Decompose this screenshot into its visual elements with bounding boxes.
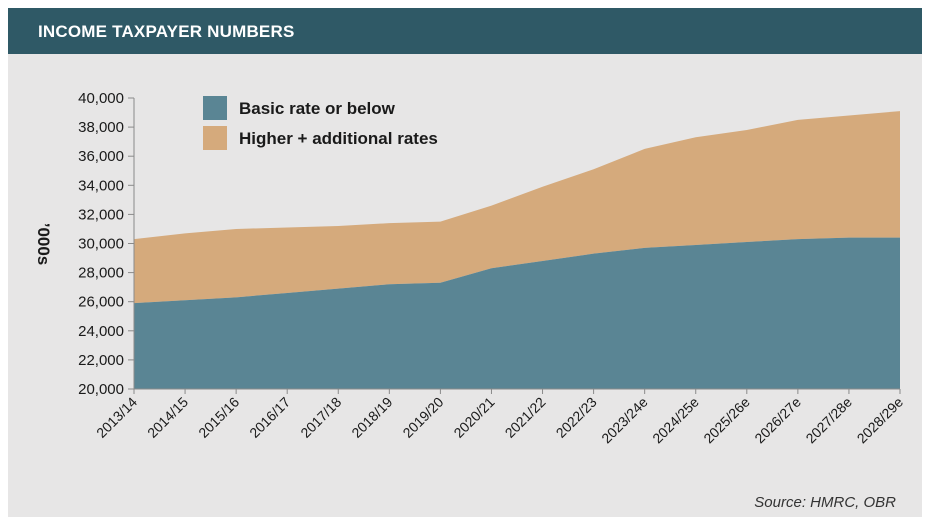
x-tick-label: 2026/27e [751, 394, 804, 447]
y-tick-label: 26,000 [78, 294, 124, 311]
chart-header: INCOME TAXPAYER NUMBERS [8, 8, 922, 54]
area-chart: 20,000 22,000 24,000 26,000 28,000 30,000 32,0… [34, 90, 907, 447]
x-tick-label: 2019/20 [399, 394, 446, 441]
y-tick-label: 32,000 [78, 206, 124, 223]
legend-swatch-basic [203, 96, 227, 120]
y-tick-label: 22,000 [78, 352, 124, 369]
area-basic-rate [134, 237, 900, 389]
legend-swatch-higher [203, 126, 227, 150]
y-tick-label: 40,000 [78, 90, 124, 107]
x-tick-label: 2018/19 [348, 394, 395, 441]
y-tick-label: 36,000 [78, 148, 124, 165]
x-tick-label: 2013/14 [93, 394, 140, 441]
x-tick-label: 2021/22 [502, 394, 549, 441]
source-note: Source: HMRC, OBR [754, 494, 896, 511]
x-tick-label: 2025/26e [700, 394, 753, 447]
y-tick-label: 30,000 [78, 236, 124, 253]
y-tick-label: 24,000 [78, 323, 124, 340]
y-tick-label: 28,000 [78, 265, 124, 282]
x-tick-label: 2015/16 [195, 394, 242, 441]
x-tick-label: 2017/18 [297, 394, 344, 441]
x-tick-label: 2027/28e [802, 394, 855, 447]
x-tick-label: 2020/21 [450, 394, 497, 441]
legend-label-basic: Basic rate or below [239, 99, 396, 118]
y-tick-label: 20,000 [78, 381, 124, 398]
x-tick-label: 2028/29e [854, 394, 907, 447]
y-axis-label: ’000s [34, 223, 53, 266]
x-tick-label: 2024/25e [649, 394, 702, 447]
y-tick-label: 38,000 [78, 119, 124, 136]
chart-panel: INCOME TAXPAYER NUMBERS 20,000 22,000 24,0… [8, 8, 922, 517]
y-tick-label: 34,000 [78, 177, 124, 194]
x-tick-label: 2016/17 [246, 394, 293, 441]
x-tick-label: 2023/24e [598, 394, 651, 447]
chart-title: INCOME TAXPAYER NUMBERS [38, 22, 295, 41]
x-tick-label: 2014/15 [144, 394, 191, 441]
area-higher-additional-rates [134, 111, 900, 304]
x-tick-label: 2022/23 [553, 394, 600, 441]
legend-label-higher: Higher + additional rates [239, 129, 438, 148]
